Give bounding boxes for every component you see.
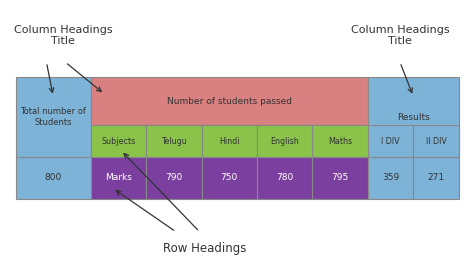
Bar — [368, 125, 413, 157]
Text: 800: 800 — [44, 173, 62, 182]
Bar — [368, 77, 459, 157]
Text: 795: 795 — [332, 173, 349, 182]
Text: English: English — [271, 137, 299, 146]
Bar — [201, 157, 257, 199]
Bar — [413, 125, 459, 157]
Bar — [413, 157, 459, 199]
Bar — [313, 125, 368, 157]
Bar — [146, 125, 201, 157]
Text: II DIV: II DIV — [426, 137, 447, 146]
Text: Maths: Maths — [328, 137, 352, 146]
Bar — [146, 157, 201, 199]
Bar — [16, 157, 91, 199]
Bar — [368, 157, 413, 199]
Text: Column Headings
Title: Column Headings Title — [14, 25, 112, 46]
Bar — [313, 157, 368, 199]
Text: 780: 780 — [276, 173, 293, 182]
Text: 750: 750 — [221, 173, 238, 182]
Bar — [257, 157, 313, 199]
Bar — [91, 77, 368, 125]
Text: 359: 359 — [382, 173, 399, 182]
Text: Subjects: Subjects — [101, 137, 135, 146]
Text: Total number of
Students: Total number of Students — [20, 107, 86, 127]
Text: Hindi: Hindi — [219, 137, 239, 146]
Bar — [16, 77, 91, 157]
Text: Results: Results — [397, 113, 430, 121]
Text: 271: 271 — [428, 173, 445, 182]
Text: Telugu: Telugu — [161, 137, 187, 146]
Text: Number of students passed: Number of students passed — [167, 97, 292, 106]
Text: Marks: Marks — [105, 173, 132, 182]
Bar — [201, 125, 257, 157]
Bar — [91, 125, 146, 157]
Text: Column Headings
Title: Column Headings Title — [350, 25, 449, 46]
Text: I DIV: I DIV — [381, 137, 400, 146]
Bar — [257, 125, 313, 157]
Text: 790: 790 — [165, 173, 183, 182]
Text: Row Headings: Row Headings — [163, 242, 246, 255]
Bar — [91, 157, 146, 199]
